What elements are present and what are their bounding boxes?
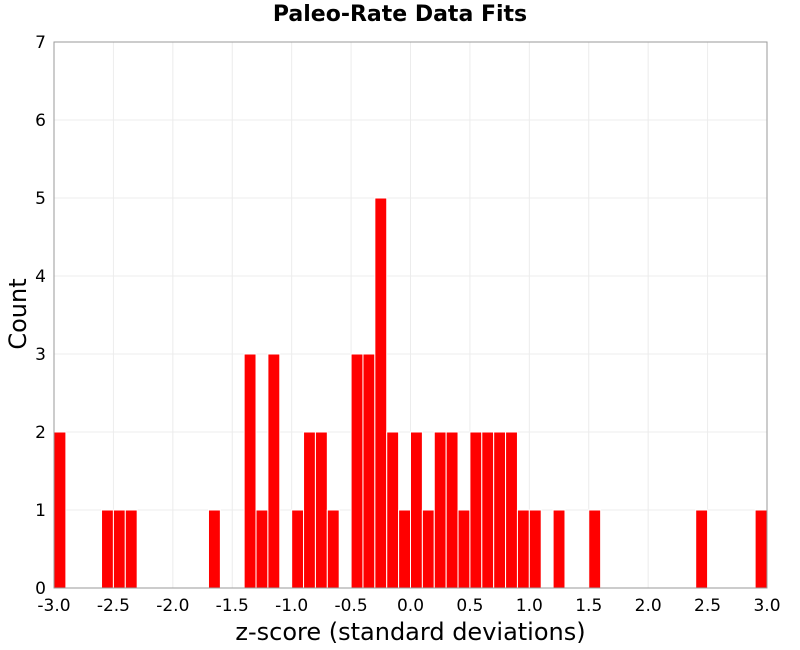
x-tick-label: -2.5 xyxy=(97,596,130,616)
histogram-bar xyxy=(124,509,138,589)
y-tick-label: 0 xyxy=(35,579,46,599)
x-tick-label: -2.0 xyxy=(156,596,189,616)
histogram-bar xyxy=(695,509,709,589)
histogram-bar xyxy=(291,509,305,589)
x-tick-label: -1.5 xyxy=(216,596,249,616)
y-tick-label: 7 xyxy=(35,33,46,53)
histogram-bar xyxy=(207,509,221,589)
x-tick-label: -1.0 xyxy=(275,596,308,616)
histogram-bar xyxy=(350,353,364,589)
histogram-bar xyxy=(516,509,530,589)
histogram-bar xyxy=(314,431,328,589)
histogram-bar xyxy=(386,431,400,589)
x-tick-label: -3.0 xyxy=(37,596,70,616)
plot-frame xyxy=(53,41,768,589)
histogram-bar xyxy=(588,509,602,589)
x-tick-label: 0.5 xyxy=(456,596,483,616)
y-tick-label: 5 xyxy=(35,189,46,209)
x-tick-label: 2.0 xyxy=(635,596,662,616)
histogram-bar xyxy=(410,431,423,589)
y-tick-label: 6 xyxy=(35,111,46,131)
histogram-bar xyxy=(243,353,257,589)
histogram-bar xyxy=(112,509,126,589)
x-tick-label: 1.5 xyxy=(575,596,602,616)
histogram-bar xyxy=(552,509,566,589)
histogram-bar xyxy=(754,509,768,589)
histogram-bar xyxy=(528,509,542,589)
histogram-bar xyxy=(267,353,281,589)
histogram-bar xyxy=(421,509,435,589)
histogram-bar xyxy=(53,431,67,589)
histogram-bar xyxy=(493,431,507,589)
histogram-bar xyxy=(101,509,114,589)
histogram-bar xyxy=(469,431,483,589)
chart-title: Paleo-Rate Data Fits xyxy=(272,2,528,27)
x-tick-label: 1.0 xyxy=(516,596,543,616)
y-tick-label: 4 xyxy=(35,267,46,287)
histogram-bar xyxy=(457,509,471,589)
histogram-bar xyxy=(326,509,340,589)
histogram-bar xyxy=(303,431,316,589)
histogram-bar xyxy=(374,197,388,589)
histogram-bar xyxy=(445,431,459,589)
y-tick-label: 2 xyxy=(35,423,46,443)
x-axis-label: z-score (standard deviations) xyxy=(235,618,586,646)
x-tick-label: 0.0 xyxy=(397,596,424,616)
x-tick-label: 2.5 xyxy=(694,596,721,616)
x-tick-label: 3.0 xyxy=(753,596,780,616)
y-tick-label: 3 xyxy=(35,345,46,365)
x-tick-label: -0.5 xyxy=(334,596,367,616)
histogram-bar xyxy=(433,431,447,589)
histogram-bar xyxy=(255,509,269,589)
y-tick-label: 1 xyxy=(35,501,46,521)
histogram-bar xyxy=(362,353,376,589)
histogram-bar xyxy=(505,431,518,589)
histogram-bar xyxy=(481,431,495,589)
histogram-bar xyxy=(398,509,412,589)
